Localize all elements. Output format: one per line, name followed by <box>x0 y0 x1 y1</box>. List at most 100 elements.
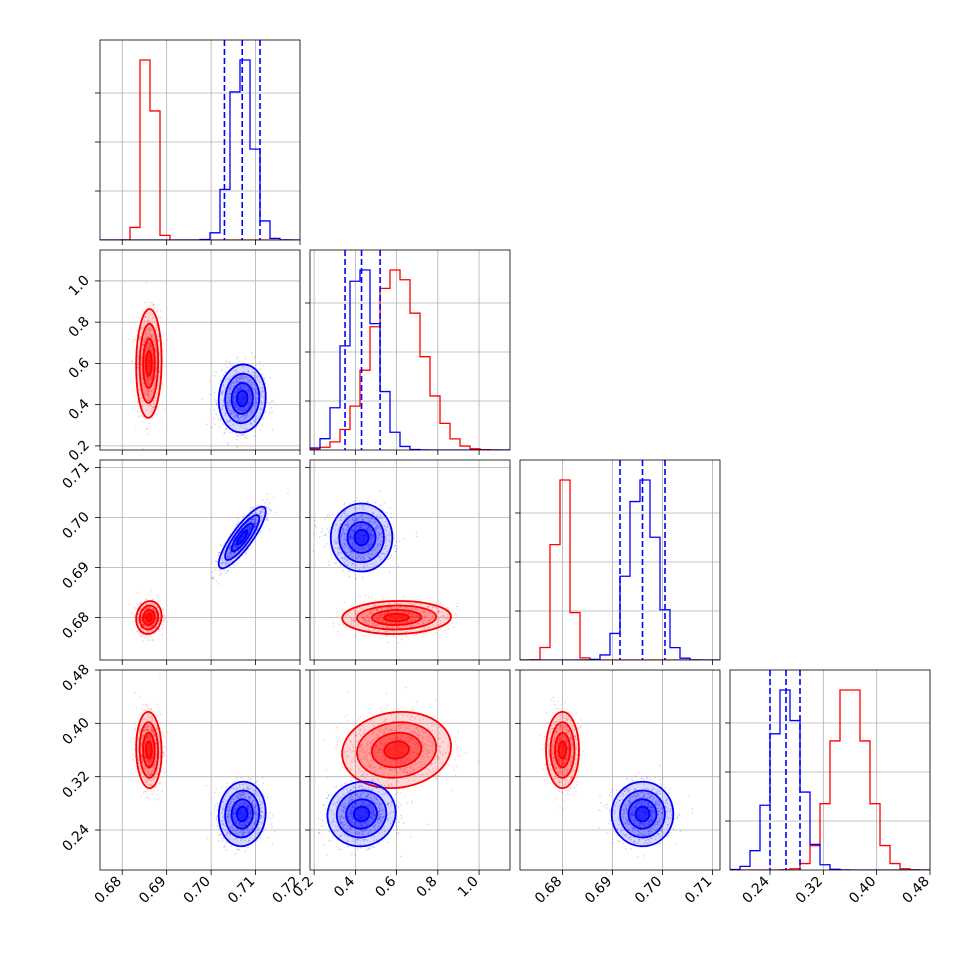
scatter-point <box>247 527 250 530</box>
scatter-point <box>233 402 236 404</box>
scatter-point <box>236 416 239 418</box>
scatter-point <box>343 601 346 604</box>
scatter-point <box>253 518 256 521</box>
scatter-point <box>155 612 158 615</box>
scatter-point <box>254 525 257 528</box>
scatter-point <box>149 334 152 336</box>
scatter-point <box>446 616 449 618</box>
y-tick-label: 0.71 <box>59 459 92 492</box>
scatter-point <box>342 623 344 626</box>
scatter-point <box>260 393 262 396</box>
scatter-point <box>226 556 228 559</box>
scatter-point <box>226 400 229 403</box>
scatter-point <box>146 335 148 338</box>
scatter-point <box>141 622 144 625</box>
scatter-point <box>237 388 240 390</box>
scatter-point <box>162 615 165 617</box>
scatter-point <box>148 606 151 609</box>
scatter-point <box>348 575 351 578</box>
scatter-point <box>260 510 262 513</box>
scatter-point <box>255 523 258 525</box>
scatter-point <box>253 512 255 515</box>
scatter-point <box>153 622 156 624</box>
scatter-point <box>232 424 235 427</box>
scatter-point <box>153 608 155 610</box>
scatter-point <box>243 386 246 388</box>
scatter-point <box>132 339 135 341</box>
scatter-point <box>397 642 400 644</box>
scatter-point <box>142 420 144 423</box>
scatter-point <box>229 392 232 395</box>
scatter-point <box>235 414 238 416</box>
scatter-point <box>440 628 442 630</box>
scatter-point <box>213 409 215 411</box>
scatter-point <box>228 552 231 555</box>
scatter-point <box>229 389 232 392</box>
scatter-point <box>260 511 262 513</box>
scatter-point <box>399 610 401 613</box>
scatter-point <box>154 375 156 378</box>
scatter-point <box>133 394 136 397</box>
scatter-point <box>215 403 218 405</box>
scatter-point <box>243 406 246 409</box>
scatter-point <box>232 380 235 383</box>
scatter-point <box>161 607 164 609</box>
scatter-point <box>259 510 262 512</box>
scatter-point <box>256 396 258 399</box>
scatter-point <box>153 603 156 606</box>
scatter-point <box>140 618 143 621</box>
scatter-point <box>147 320 149 322</box>
scatter-point <box>364 621 367 624</box>
scatter-point <box>368 595 370 598</box>
scatter-point <box>146 631 148 634</box>
scatter-point <box>248 379 251 382</box>
scatter-point <box>147 394 149 397</box>
scatter-point <box>235 438 238 441</box>
scatter-point <box>234 551 237 554</box>
scatter-point <box>152 406 154 409</box>
scatter-point <box>155 627 157 629</box>
scatter-point <box>147 346 149 349</box>
scatter-point <box>155 625 158 628</box>
scatter-point <box>154 396 156 399</box>
scatter-point <box>155 328 158 330</box>
scatter-point <box>148 404 151 406</box>
scatter-point <box>134 607 136 609</box>
scatter-point <box>234 544 237 547</box>
scatter-point <box>230 413 232 416</box>
scatter-point <box>248 379 251 382</box>
scatter-point <box>219 544 222 546</box>
scatter-point <box>227 549 229 552</box>
scatter-point <box>144 357 146 359</box>
scatter-point <box>264 412 266 414</box>
scatter-point <box>247 380 250 382</box>
scatter-point <box>144 316 146 318</box>
scatter-point <box>229 551 231 554</box>
scatter-point <box>267 512 269 515</box>
scatter-point <box>234 392 237 394</box>
scatter-point <box>148 611 150 614</box>
scatter-point <box>141 310 143 312</box>
scatter-point <box>155 370 157 372</box>
scatter-point <box>341 608 344 611</box>
scatter-point <box>374 617 376 619</box>
scatter-point <box>140 364 143 366</box>
scatter-point <box>385 620 388 623</box>
scatter-point <box>226 554 228 557</box>
scatter-point <box>233 546 235 548</box>
scatter-point <box>142 629 144 632</box>
scatter-point <box>452 626 454 629</box>
scatter-point <box>242 378 245 380</box>
scatter-point <box>162 343 164 345</box>
scatter-point <box>224 414 227 417</box>
scatter-point <box>249 525 252 528</box>
scatter-point <box>144 332 147 335</box>
scatter-point <box>250 398 253 400</box>
scatter-point <box>262 508 264 510</box>
scatter-point <box>362 619 365 621</box>
scatter-point <box>241 434 243 437</box>
scatter-point <box>396 548 398 550</box>
scatter-point <box>252 384 254 386</box>
scatter-point <box>150 389 152 392</box>
scatter-point <box>356 610 359 613</box>
